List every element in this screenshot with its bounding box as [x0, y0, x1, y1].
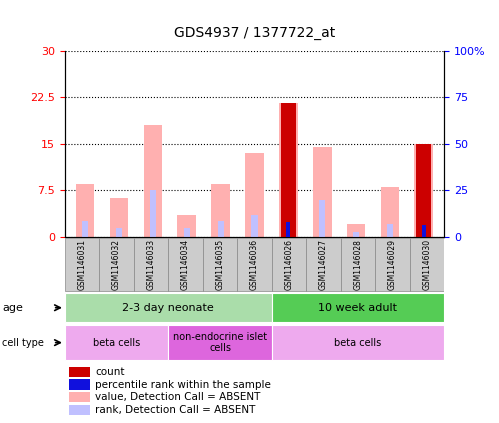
Bar [69, 367, 89, 377]
Bar [99, 238, 134, 291]
Bar [272, 238, 306, 291]
Bar [245, 153, 264, 237]
Text: GSM1146033: GSM1146033 [147, 239, 156, 290]
Text: GSM1146026: GSM1146026 [284, 239, 293, 290]
Bar [286, 222, 290, 237]
Bar [416, 144, 432, 237]
Bar [69, 392, 89, 402]
Text: beta cells: beta cells [334, 338, 382, 348]
Bar [421, 197, 427, 237]
Bar [237, 238, 272, 291]
Bar [203, 238, 237, 291]
Bar [69, 379, 89, 390]
Bar [341, 238, 375, 291]
Bar [178, 215, 196, 237]
Bar [375, 238, 410, 291]
Bar [134, 238, 168, 291]
Bar [415, 144, 433, 237]
Text: GSM1146034: GSM1146034 [181, 239, 190, 290]
Bar [272, 294, 444, 322]
Bar [251, 215, 257, 237]
Bar [281, 104, 296, 237]
Bar [387, 225, 393, 237]
Bar [65, 294, 272, 322]
Text: GSM1146035: GSM1146035 [216, 239, 225, 290]
Bar [168, 326, 272, 360]
Bar [313, 147, 331, 237]
Text: value, Detection Call = ABSENT: value, Detection Call = ABSENT [95, 392, 260, 402]
Bar [306, 238, 341, 291]
Text: GSM1146031: GSM1146031 [78, 239, 87, 290]
Bar [319, 200, 325, 237]
Bar [144, 125, 162, 237]
Text: GSM1146028: GSM1146028 [353, 239, 362, 290]
Text: GSM1146029: GSM1146029 [388, 239, 397, 290]
Text: age: age [2, 303, 23, 313]
Bar [211, 184, 230, 237]
Bar [69, 405, 89, 415]
Text: percentile rank within the sample: percentile rank within the sample [95, 379, 271, 390]
Bar [422, 225, 426, 237]
Text: beta cells: beta cells [93, 338, 140, 348]
Text: 10 week adult: 10 week adult [318, 303, 397, 313]
Text: rank, Detection Call = ABSENT: rank, Detection Call = ABSENT [95, 405, 255, 415]
Bar [279, 104, 298, 237]
Bar [116, 228, 122, 237]
Bar [218, 221, 224, 237]
Bar [150, 190, 156, 237]
Bar [110, 198, 128, 237]
Bar [410, 238, 444, 291]
Text: GSM1146030: GSM1146030 [422, 239, 431, 290]
Text: 2-3 day neonate: 2-3 day neonate [122, 303, 214, 313]
Bar [353, 232, 359, 237]
Text: GDS4937 / 1377722_at: GDS4937 / 1377722_at [174, 26, 335, 40]
Bar [82, 221, 88, 237]
Bar [285, 234, 291, 237]
Bar [168, 238, 203, 291]
Bar [347, 225, 365, 237]
Text: count: count [95, 367, 125, 377]
Text: GSM1146032: GSM1146032 [112, 239, 121, 290]
Text: GSM1146036: GSM1146036 [250, 239, 259, 290]
Bar [381, 187, 399, 237]
Text: GSM1146027: GSM1146027 [319, 239, 328, 290]
Bar [76, 184, 94, 237]
Text: cell type: cell type [2, 338, 44, 348]
Text: non-endocrine islet
cells: non-endocrine islet cells [173, 332, 267, 354]
Bar [184, 228, 190, 237]
Bar [65, 238, 99, 291]
Bar [272, 326, 444, 360]
Bar [65, 326, 168, 360]
